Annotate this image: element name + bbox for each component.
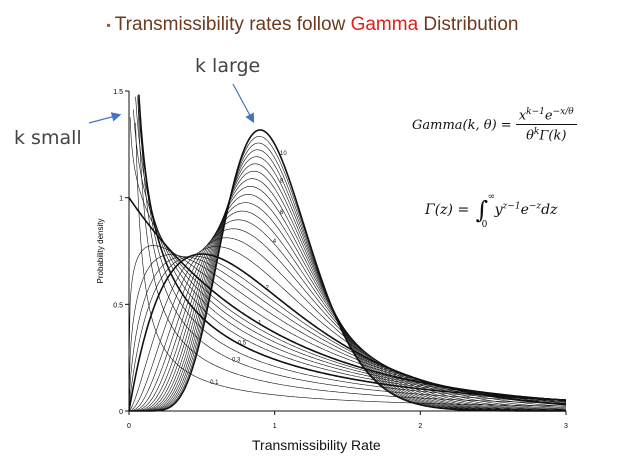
y-tick-label: 1 [119,196,123,203]
gamma-formula-fraction: xk−1e−x/θ θkΓ(k) [515,107,577,144]
gamma-curve-k-9 [129,142,567,412]
chart-curves [128,94,567,412]
integrand-y: y [494,202,503,218]
integral-upper: ∞ [487,192,496,202]
y-tick-label: 0 [119,409,123,416]
x-tick-label: 3 [564,423,568,430]
gamma-curve-k-2_5 [128,246,567,412]
gamma-function-formula: Γ(z) = ∫ ∞ 0 yz−1e−zdz [425,192,558,230]
bullet-icon: ▪ [106,17,111,32]
gamma-curve-k-1_4 [128,254,567,403]
curve-label: 10 [280,151,287,157]
curve-label: 0.5 [238,341,247,347]
gamma-curve-k-0_6 [137,97,567,401]
x-axis-label: Transmissibility Rate [252,437,381,453]
gamma-curve-k-8 [129,156,567,412]
gamma-formula-denominator: θkΓ(k) [516,125,577,143]
x-tick-label: 0 [127,423,131,430]
den-theta: θ [526,128,534,144]
title-suffix: Distribution [418,14,519,35]
gamma-curve-k-8_5 [129,149,567,412]
gamma-curve-k-7 [129,170,567,412]
gamma-curve-k-2 [128,253,567,412]
gamma-formula-numerator: xk−1e−x/θ [515,107,577,126]
gamma-formula-lhs: Gamma(k, θ) = [412,117,512,133]
curve-label: 4 [273,239,277,245]
curve-label: 0.1 [210,380,219,386]
curve-label: 2 [265,285,269,291]
gamma-curve-k-10 [129,129,567,412]
curve-label: 6 [280,210,284,216]
gamma-curve-k-0_5 [138,94,567,401]
num-e: e [544,108,553,124]
gamma-function-lhs: Γ(z) = [425,202,470,218]
x-tick-label: 2 [418,423,422,430]
curve-label: 8 [280,179,284,185]
den-gamma: Γ(k) [539,128,567,144]
gamma-curve-k-0_3 [139,113,567,402]
num-e-exp: −x/θ [552,107,574,117]
curve-label: 1 [258,321,262,327]
gamma-curve-k-1_6 [128,256,567,409]
arrow-k-small-icon [88,112,122,124]
y-axis-label: Probability density [96,219,105,284]
gamma-curve-k-6_5 [129,178,567,412]
num-exp: k−1 [526,107,545,117]
integrand-e: e [520,202,529,218]
x-tick-label: 1 [273,423,277,430]
callout-k-small: k small [14,127,82,149]
slide-title: ▪ Transmissibility rates follow Gamma Dis… [0,14,625,36]
gamma-curve-k-5 [129,202,567,412]
gamma-formula: Gamma(k, θ) = xk−1e−x/θ θkΓ(k) [412,107,577,144]
title-prefix: Transmissibility rates follow [114,14,351,35]
callout-k-large: k large [195,55,261,77]
title-highlight: Gamma [350,14,419,35]
y-tick-label: 0.5 [113,302,123,309]
integral-lower: 0 [481,220,488,230]
curve-label: 0.3 [232,357,241,363]
gamma-curve-k-4_5 [129,210,567,412]
arrow-k-large-icon [232,83,255,124]
integrand-dz: dz [541,202,558,218]
num-base: x [518,108,527,124]
chart-curve-labels: 10 8 6 4 2 1 0.5 0.3 0.1 [210,151,287,386]
integral-sign-icon: ∫ ∞ 0 [475,192,496,230]
den-exp: k [533,127,540,138]
gamma-curve-k-1_2 [128,245,567,402]
integrand-e-exp: −z [528,201,542,212]
gamma-curve-k-0_1 [135,122,567,407]
integrand-y-exp: z−1 [502,201,521,212]
y-tick-label: 1.5 [113,89,123,96]
